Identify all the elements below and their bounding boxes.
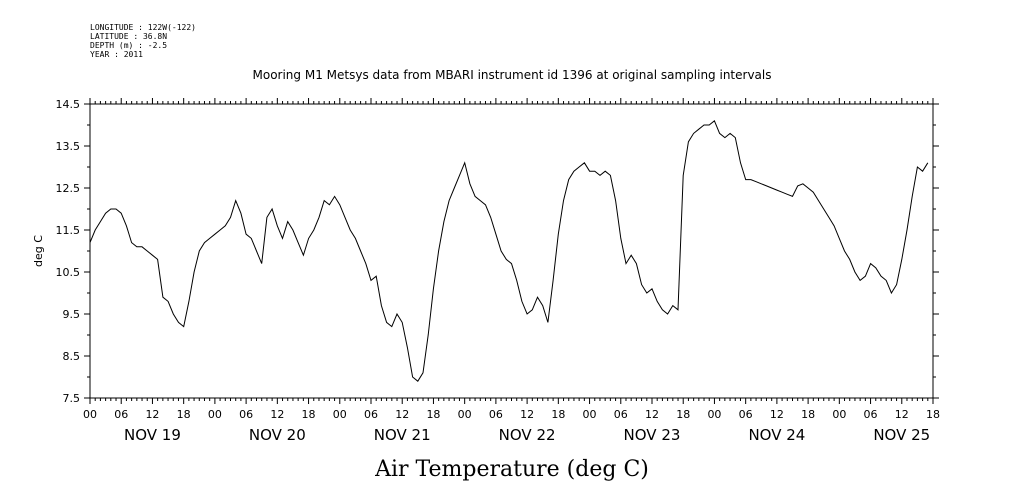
plot-frame: [89, 103, 934, 399]
x-tick-label: 18: [177, 408, 191, 421]
x-tick-label: 06: [114, 408, 128, 421]
x-day-label: NOV 25: [873, 426, 930, 444]
meta-year: YEAR : 2011: [90, 50, 143, 59]
x-tick-label: 00: [832, 408, 846, 421]
x-tick-label: 18: [676, 408, 690, 421]
x-tick-label: 06: [489, 408, 503, 421]
y-tick-label: 11.5: [56, 224, 81, 237]
x-day-label: NOV 19: [124, 426, 181, 444]
x-tick-label: 06: [739, 408, 753, 421]
x-tick-label: 18: [926, 408, 940, 421]
x-tick-label: 00: [83, 408, 97, 421]
x-tick-label: 18: [551, 408, 565, 421]
x-day-label: NOV 23: [624, 426, 681, 444]
x-tick-label: 00: [208, 408, 222, 421]
meta-latitude: LATITUDE : 36.8N: [90, 32, 167, 41]
x-tick-label: 18: [801, 408, 815, 421]
meta-longitude: LONGITUDE : 122W(-122): [90, 23, 196, 32]
x-tick-label: 12: [520, 408, 534, 421]
x-tick-label: 12: [270, 408, 284, 421]
series-line-air-temperature: [89, 119, 929, 382]
x-day-label: NOV 24: [748, 426, 805, 444]
x-axis-title: Air Temperature (deg C): [374, 457, 649, 482]
x-tick-label: 06: [614, 408, 628, 421]
y-tick-label: 8.5: [63, 350, 81, 363]
y-tick-label: 9.5: [63, 308, 81, 321]
y-tick-label: 7.5: [63, 392, 81, 405]
y-tick-label: 14.5: [56, 98, 81, 111]
y-tick-label: 10.5: [56, 266, 81, 279]
x-tick-label: 00: [458, 408, 472, 421]
x-day-label: NOV 21: [374, 426, 431, 444]
y-tick-label: 12.5: [56, 182, 81, 195]
y-tick-label: 13.5: [56, 140, 81, 153]
y-axis: 7.5 8.5 9.5 10.5 11.5 12.5 13.5 14.5: [56, 98, 939, 405]
x-axis: 00 06 12 18 00 06 12 18 00 06 12 18 00 06 12 18 00 06 12 18…: [83, 98, 940, 444]
chart-title: Mooring M1 Metsys data from MBARI instru…: [253, 68, 772, 82]
x-tick-label: 06: [864, 408, 878, 421]
x-tick-label: 12: [645, 408, 659, 421]
x-day-label: NOV 20: [249, 426, 306, 444]
x-tick-label: 00: [333, 408, 347, 421]
x-tick-label: 12: [395, 408, 409, 421]
x-tick-label: 12: [770, 408, 784, 421]
x-tick-label: 00: [707, 408, 721, 421]
x-day-label: NOV 22: [499, 426, 556, 444]
y-axis-label: deg C: [32, 235, 45, 267]
meta-depth: DEPTH (m) : -2.5: [90, 41, 167, 50]
x-tick-label: 12: [895, 408, 909, 421]
x-tick-label: 06: [239, 408, 253, 421]
x-tick-label: 18: [426, 408, 440, 421]
x-tick-label: 12: [145, 408, 159, 421]
metadata-block: LONGITUDE : 122W(-122) LATITUDE : 36.8N …: [90, 23, 196, 59]
x-tick-label: 18: [302, 408, 316, 421]
x-tick-label: 06: [364, 408, 378, 421]
x-tick-label: 00: [583, 408, 597, 421]
